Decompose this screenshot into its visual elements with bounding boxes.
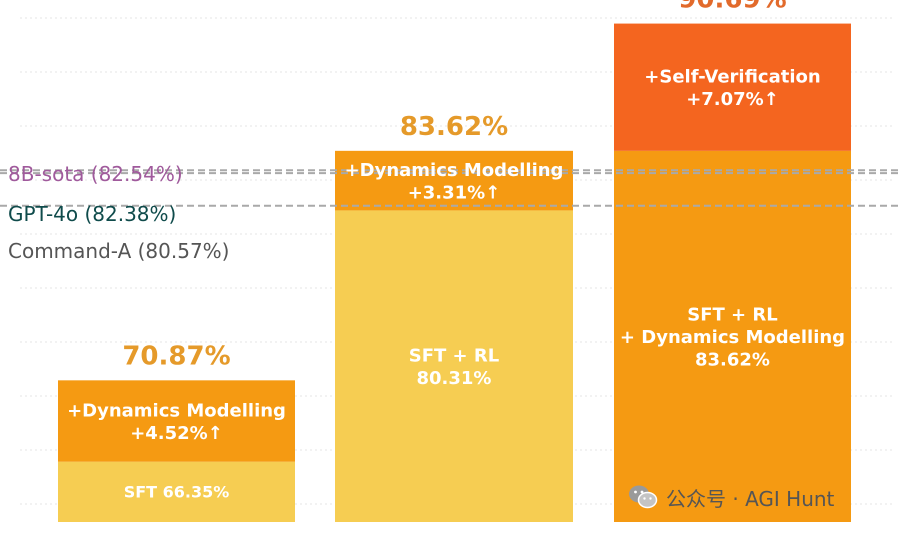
segment-label: +Dynamics Modelling [67,400,286,421]
watermark: 公众号 · AGI Hunt [628,482,834,512]
segment-label: +4.52%↑ [130,423,223,444]
segment-label: SFT 66.35% [124,483,230,502]
reference-lines [0,169,900,207]
reference-line-label: Command-A (80.57%) [8,239,229,263]
bar-segment [335,210,573,523]
segment-label: SFT + RL [409,345,499,366]
segment-label: + Dynamics Modelling [620,327,845,348]
bar-total-label: 83.62% [400,112,508,142]
segment-label: SFT + RL [687,304,777,325]
labels: SFT 66.35%+Dynamics Modelling+4.52%↑70.8… [8,0,845,502]
reference-line-label: GPT-4o (82.38%) [8,202,176,226]
bar-segment [58,461,295,522]
segment-label: +Dynamics Modelling [345,160,564,181]
segment-label: +7.07%↑ [686,89,779,110]
wechat-icon [628,484,658,510]
reference-line-label: 8B-sota (82.54%) [8,162,183,186]
bar-segment [58,380,295,462]
bar-total-label: 70.87% [122,341,230,371]
segment-label: +3.31%↑ [408,182,501,203]
bar-segment [614,150,851,522]
bars [58,23,851,523]
watermark-text: 公众号 · AGI Hunt [666,486,835,511]
segment-label: 83.62% [695,349,770,370]
bar-segment [614,23,851,151]
segment-label: +Self-Verification [644,66,820,87]
segment-label: 80.31% [417,368,492,389]
bar-total-label: 90.69% [678,0,786,15]
bar-segment [335,150,573,211]
